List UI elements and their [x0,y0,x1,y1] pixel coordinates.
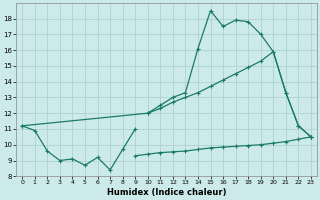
X-axis label: Humidex (Indice chaleur): Humidex (Indice chaleur) [107,188,226,197]
